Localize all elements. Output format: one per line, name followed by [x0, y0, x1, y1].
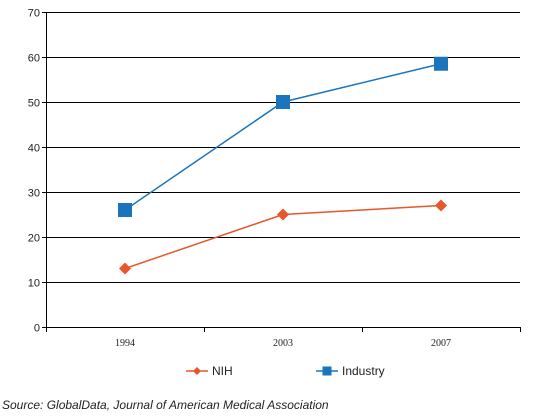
- industry-data-point: [118, 203, 132, 217]
- industry-legend-marker: [316, 366, 338, 376]
- y-tick-label: 70: [28, 8, 40, 20]
- legend: NIH Industry: [0, 364, 535, 382]
- y-tick-label: 20: [28, 233, 40, 245]
- y-tick-label: 40: [28, 143, 40, 155]
- y-tick-label: 30: [28, 188, 40, 200]
- nih-data-point: [277, 208, 289, 221]
- legend-item-industry: Industry: [316, 364, 385, 378]
- y-tick-label: 0: [34, 323, 40, 335]
- y-tick-label: 10: [28, 278, 40, 290]
- industry-series-line: [124, 63, 442, 211]
- nih-data-point: [435, 199, 447, 212]
- y-tick-label: 60: [28, 53, 40, 65]
- industry-data-point: [434, 56, 448, 71]
- y-tick-label: 50: [28, 98, 40, 110]
- legend-label-industry: Industry: [342, 364, 385, 378]
- industry-data-point: [276, 95, 290, 109]
- legend-label-nih: NIH: [212, 364, 233, 378]
- nih-data-point: [119, 262, 131, 275]
- line-chart: 0 10 20 30 40 50 60 70 1994 2003 2007: [28, 8, 521, 349]
- legend-item-nih: NIH: [186, 364, 233, 378]
- x-tick-label: 2007: [431, 338, 451, 349]
- source-note: Source: GlobalData, Journal of American …: [2, 398, 329, 412]
- x-tick-label: 2003: [273, 338, 293, 349]
- nih-legend-marker: [186, 367, 208, 375]
- x-tick-label: 1994: [115, 338, 135, 349]
